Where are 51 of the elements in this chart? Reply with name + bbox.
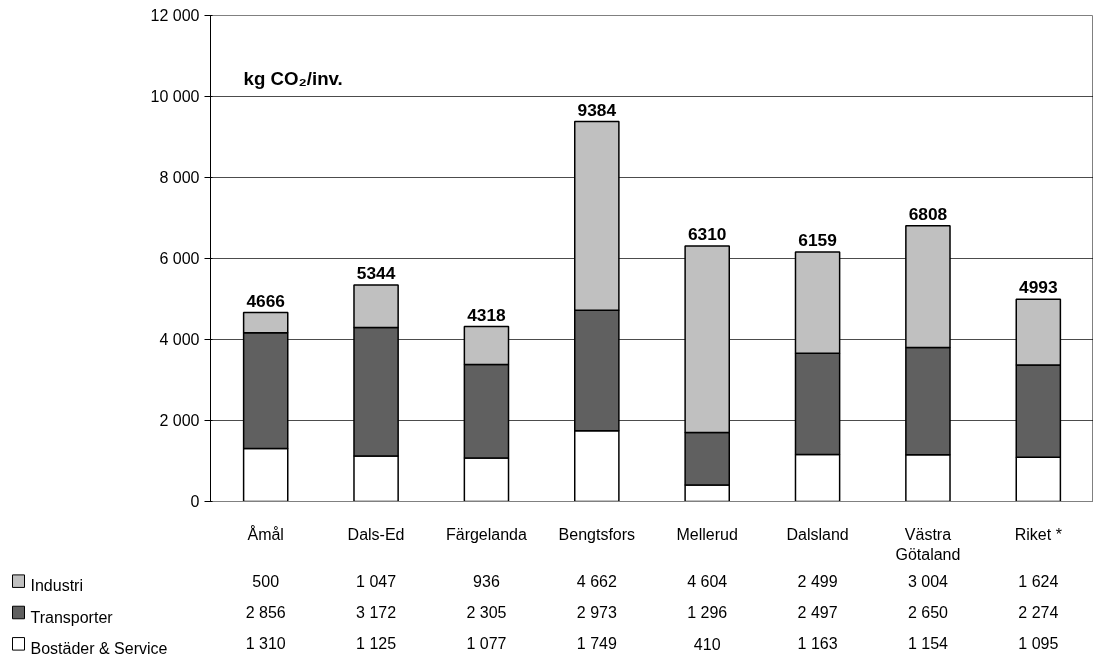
data-label: 1 296 bbox=[687, 604, 728, 621]
data-label: 2 497 bbox=[797, 604, 838, 621]
x-tick-label: Färgelanda bbox=[445, 525, 528, 543]
data-label: 1 095 bbox=[1018, 635, 1059, 653]
x-tick-label: Västra Götaland bbox=[895, 525, 961, 563]
text: kg CO₂/inv. bbox=[243, 68, 343, 90]
x-tick-label: Mellerud bbox=[676, 525, 738, 543]
y-tick-label: 2 000 bbox=[159, 412, 200, 429]
x-tick-label: Riket * bbox=[1014, 525, 1062, 543]
data-label: 4 604 bbox=[687, 572, 728, 590]
data-label: 2 499 bbox=[797, 572, 838, 590]
y-tick-label: 10 000 bbox=[150, 88, 200, 105]
y-tick-label: 6 000 bbox=[159, 250, 200, 267]
total-label: 6808 bbox=[908, 203, 948, 224]
total-label: 4666 bbox=[246, 290, 286, 311]
total-label: 6310 bbox=[687, 224, 727, 245]
data-label: 1 047 bbox=[356, 572, 397, 590]
y-tick-label: 12 000 bbox=[150, 7, 200, 24]
data-label: 500 bbox=[252, 573, 280, 591]
data-label: 1 624 bbox=[1018, 572, 1059, 590]
data-label: 2 274 bbox=[1018, 604, 1059, 621]
legend-label: Bostäder & Service bbox=[30, 640, 168, 658]
total-label: 5344 bbox=[356, 263, 396, 284]
data-label: 410 bbox=[693, 635, 721, 653]
data-label: 3 004 bbox=[907, 572, 949, 590]
legend-label: Transporter bbox=[30, 608, 114, 626]
data-label: 1 310 bbox=[245, 635, 286, 653]
x-tick-label: Bengtsfors bbox=[558, 525, 636, 543]
data-label: 2 650 bbox=[907, 604, 949, 621]
data-label: 3 172 bbox=[356, 604, 397, 621]
y-tick-label: 0 bbox=[190, 493, 200, 510]
data-label: 936 bbox=[473, 573, 500, 591]
total-label: 9384 bbox=[577, 99, 617, 120]
data-label: 2 305 bbox=[466, 604, 507, 621]
x-tick-label: Dalsland bbox=[786, 525, 849, 543]
data-label: 2 973 bbox=[576, 604, 617, 621]
data-label: 1 077 bbox=[466, 635, 507, 653]
data-label: 4 662 bbox=[576, 572, 617, 590]
total-label: 4993 bbox=[1019, 277, 1058, 298]
x-tick-label: Dals-Ed bbox=[347, 525, 405, 543]
legend-label: Industri bbox=[30, 577, 83, 595]
x-tick-label: Åmål bbox=[247, 524, 284, 543]
total-label: 6159 bbox=[798, 230, 837, 251]
data-label: 2 856 bbox=[245, 604, 286, 621]
data-label: 1 154 bbox=[907, 635, 949, 653]
y-tick-label: 8 000 bbox=[159, 169, 200, 186]
y-tick-label: 4 000 bbox=[159, 331, 200, 348]
total-label: 4318 bbox=[467, 304, 507, 325]
data-label: 1 749 bbox=[576, 635, 617, 653]
data-label: 1 163 bbox=[797, 635, 838, 653]
data-label: 1 125 bbox=[356, 635, 397, 653]
